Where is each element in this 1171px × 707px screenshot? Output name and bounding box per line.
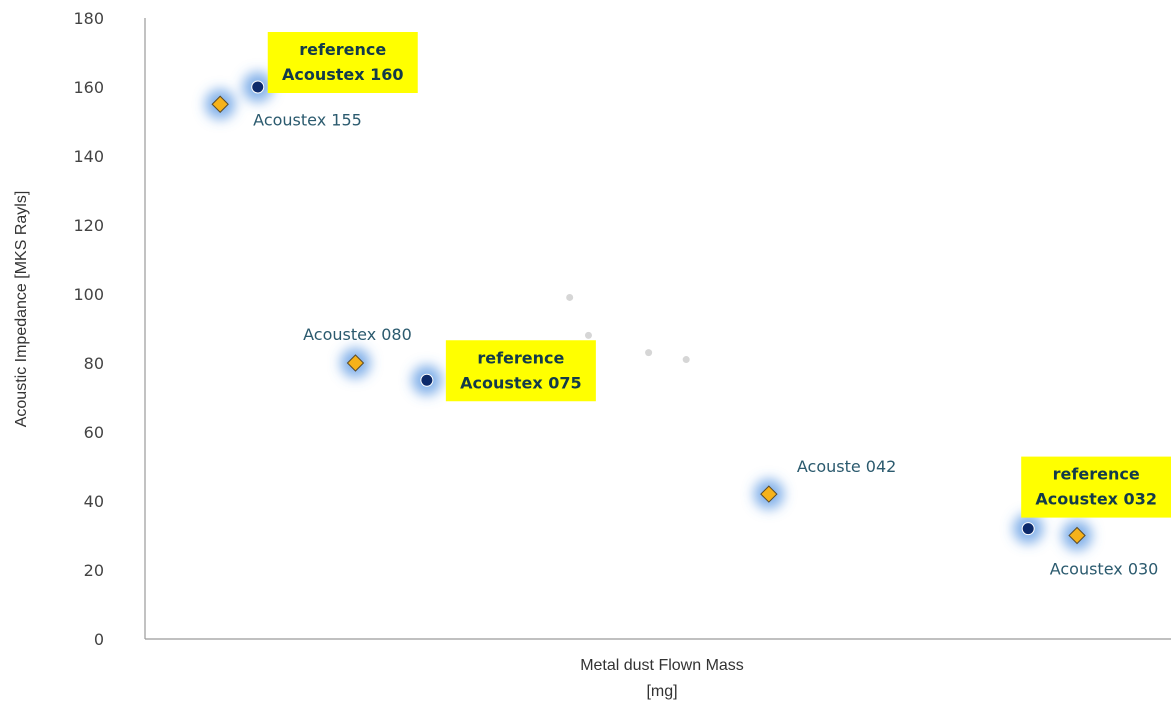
reference-label-line: Acoustex 032 <box>1035 490 1157 509</box>
point-label: Acoustex 030 <box>1050 560 1159 579</box>
diamond-data-point <box>211 95 229 113</box>
y-tick-label: 160 <box>73 78 104 97</box>
reference-highlight-box <box>267 32 418 93</box>
reference-highlight-box <box>445 340 596 402</box>
circle-data-point <box>1021 522 1035 536</box>
y-tick-label: 0 <box>94 630 104 649</box>
data-points <box>211 80 1086 545</box>
y-tick-label: 120 <box>73 216 104 235</box>
y-axis-title: Acoustic Impedance [MKS Rayls] <box>13 191 30 428</box>
y-tick-label: 180 <box>73 9 104 28</box>
reference-callout: reference Acoustex 075 <box>445 340 596 402</box>
point-label: Acouste 042 <box>797 457 896 476</box>
point-labels: Acoustex 155 Acoustex 080 Acouste 042 Acous… <box>253 32 1171 579</box>
axes <box>144 18 1171 640</box>
diamond-data-point <box>346 354 365 372</box>
y-tick-labels: 0 20 40 60 80 100 120 140 160 180 <box>73 9 104 649</box>
x-axis-unit: [mg] <box>646 683 677 700</box>
reference-label-line: reference <box>1053 465 1140 484</box>
reference-label-line: Acoustex 075 <box>460 373 582 392</box>
reference-highlight-box <box>1021 456 1171 518</box>
y-tick-label: 100 <box>73 285 104 304</box>
reference-callout: reference Acoustex 032 <box>1021 456 1171 518</box>
faint-data-point <box>566 293 574 301</box>
faint-data-point <box>584 331 592 339</box>
faint-data-point <box>682 356 690 364</box>
point-label: Acoustex 080 <box>303 325 412 344</box>
y-tick-label: 40 <box>84 492 104 511</box>
reference-label-line: reference <box>477 348 564 367</box>
circle-data-point <box>251 80 265 94</box>
x-axis-title: Metal dust Flown Mass <box>580 657 744 674</box>
diamond-data-point <box>760 485 778 503</box>
glow-halos <box>205 72 1093 551</box>
y-tick-label: 60 <box>84 423 104 442</box>
diamond-data-point <box>1068 526 1086 545</box>
y-tick-label: 140 <box>73 147 104 166</box>
reference-label-line: Acoustex 160 <box>282 65 404 84</box>
y-tick-label: 20 <box>84 561 104 580</box>
reference-label-line: reference <box>299 40 386 59</box>
y-tick-label: 80 <box>84 354 104 373</box>
point-label: Acoustex 155 <box>253 110 362 129</box>
circle-data-point <box>420 373 434 387</box>
faint-data-point <box>645 349 653 357</box>
reference-callout: reference Acoustex 160 <box>267 32 418 93</box>
